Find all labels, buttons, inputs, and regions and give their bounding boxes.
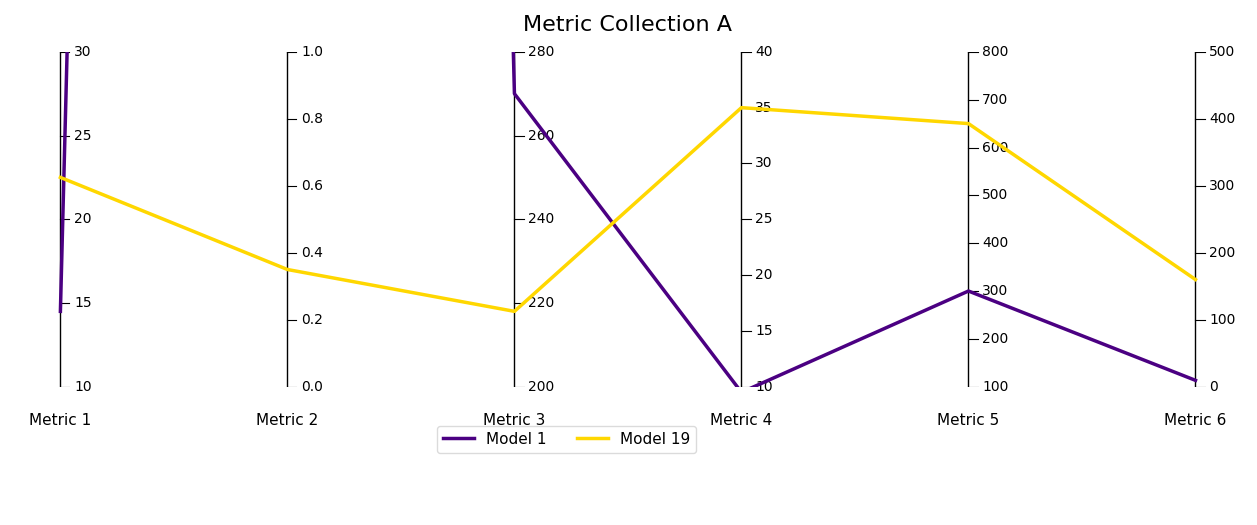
- Text: 800: 800: [982, 45, 1008, 59]
- Legend: Model 1, Model 19: Model 1, Model 19: [437, 426, 696, 453]
- Text: 0.0: 0.0: [300, 380, 323, 394]
- Text: 40: 40: [755, 45, 773, 59]
- Text: Metric 2: Metric 2: [256, 414, 318, 428]
- Text: 400: 400: [1209, 112, 1236, 126]
- Text: Metric 5: Metric 5: [938, 414, 999, 428]
- Text: 0.8: 0.8: [300, 112, 323, 126]
- Text: 240: 240: [528, 212, 554, 226]
- Text: 260: 260: [528, 129, 554, 143]
- Text: Metric 4: Metric 4: [710, 414, 773, 428]
- Text: 500: 500: [982, 188, 1008, 202]
- Text: Metric 3: Metric 3: [483, 414, 546, 428]
- Text: 500: 500: [1209, 45, 1236, 59]
- Text: 1.0: 1.0: [300, 45, 323, 59]
- Text: 25: 25: [755, 212, 773, 226]
- Text: 20: 20: [74, 212, 92, 226]
- Text: 10: 10: [74, 380, 92, 394]
- Text: 30: 30: [74, 45, 92, 59]
- Text: Metric 1: Metric 1: [29, 414, 92, 428]
- Text: 200: 200: [1209, 246, 1236, 260]
- Text: 600: 600: [982, 141, 1008, 154]
- Text: 0: 0: [1209, 380, 1218, 394]
- Text: 400: 400: [982, 236, 1008, 250]
- Text: 10: 10: [755, 380, 773, 394]
- Text: 280: 280: [528, 45, 554, 59]
- Text: 300: 300: [1209, 179, 1236, 193]
- Text: 25: 25: [74, 129, 92, 143]
- Text: Metric 6: Metric 6: [1164, 414, 1227, 428]
- Title: Metric Collection A: Metric Collection A: [523, 15, 733, 35]
- Text: 220: 220: [528, 296, 554, 310]
- Text: 200: 200: [982, 332, 1008, 346]
- Text: 0.6: 0.6: [300, 179, 323, 193]
- Text: 700: 700: [982, 93, 1008, 107]
- Text: 30: 30: [755, 156, 773, 171]
- Text: 15: 15: [755, 324, 773, 338]
- Text: 15: 15: [74, 296, 92, 310]
- Text: 100: 100: [1209, 313, 1236, 327]
- Text: 0.4: 0.4: [300, 246, 323, 260]
- Text: 35: 35: [755, 101, 773, 114]
- Text: 300: 300: [982, 284, 1008, 298]
- Text: 100: 100: [982, 380, 1008, 394]
- Text: 20: 20: [755, 268, 773, 282]
- Text: 0.2: 0.2: [300, 313, 323, 327]
- Text: 200: 200: [528, 380, 554, 394]
